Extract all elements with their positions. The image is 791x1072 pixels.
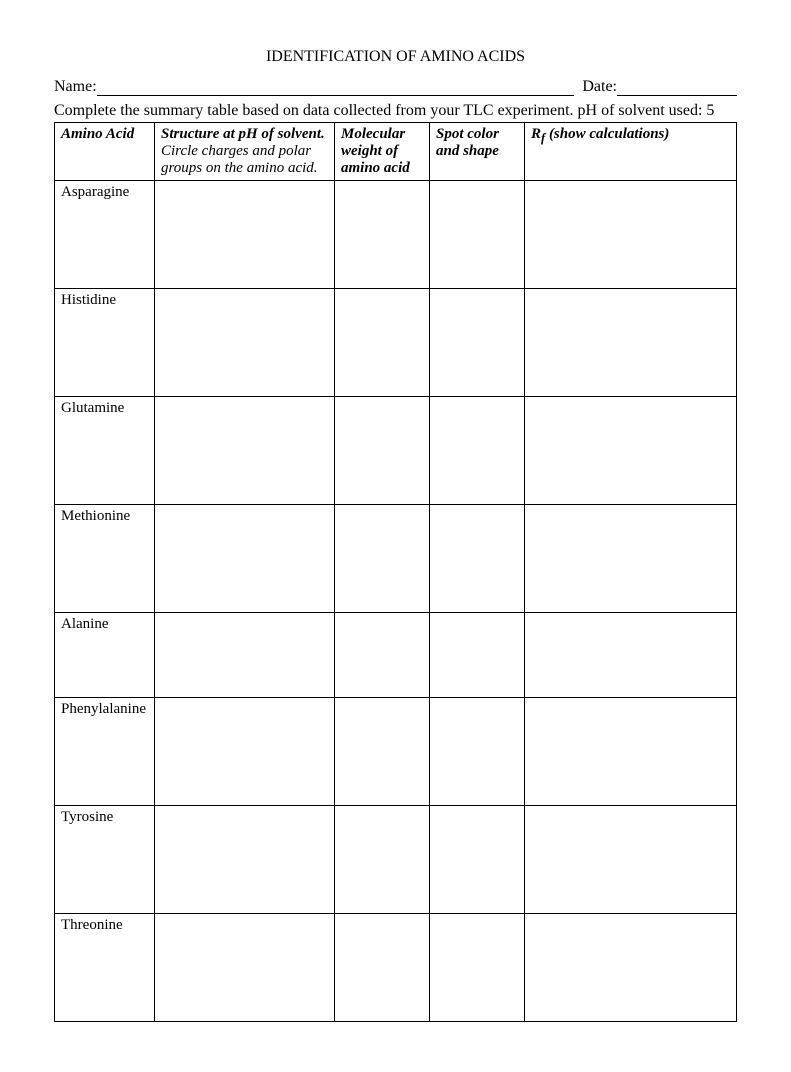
empty-cell[interactable] xyxy=(335,505,430,613)
empty-cell[interactable] xyxy=(430,397,525,505)
empty-cell[interactable] xyxy=(155,806,335,914)
empty-cell[interactable] xyxy=(430,698,525,806)
empty-cell[interactable] xyxy=(155,397,335,505)
table-row: Phenylalanine xyxy=(55,698,737,806)
date-label: Date: xyxy=(578,78,617,96)
empty-cell[interactable] xyxy=(525,806,737,914)
amino-acid-name-cell: Methionine xyxy=(55,505,155,613)
amino-acid-table: Amino Acid Structure at pH of solvent. C… xyxy=(54,122,737,1022)
table-row: Glutamine xyxy=(55,397,737,505)
table-row: Threonine xyxy=(55,914,737,1022)
empty-cell[interactable] xyxy=(430,289,525,397)
table-row: Tyrosine xyxy=(55,806,737,914)
amino-acid-name-cell: Threonine xyxy=(55,914,155,1022)
name-input-line[interactable] xyxy=(97,80,575,96)
table-row: Methionine xyxy=(55,505,737,613)
table-row: Histidine xyxy=(55,289,737,397)
empty-cell[interactable] xyxy=(335,181,430,289)
instruction-text: Complete the summary table based on data… xyxy=(54,102,737,120)
amino-acid-name-cell: Phenylalanine xyxy=(55,698,155,806)
empty-cell[interactable] xyxy=(155,914,335,1022)
table-row: Alanine xyxy=(55,613,737,698)
amino-acid-name-cell: Histidine xyxy=(55,289,155,397)
name-label: Name: xyxy=(54,78,97,96)
amino-acid-name-cell: Glutamine xyxy=(55,397,155,505)
empty-cell[interactable] xyxy=(525,914,737,1022)
date-input-line[interactable] xyxy=(617,80,737,96)
empty-cell[interactable] xyxy=(155,613,335,698)
empty-cell[interactable] xyxy=(525,505,737,613)
empty-cell[interactable] xyxy=(525,397,737,505)
empty-cell[interactable] xyxy=(335,806,430,914)
empty-cell[interactable] xyxy=(335,613,430,698)
header-molecular-weight: Molecular weight of amino acid xyxy=(335,123,430,181)
empty-cell[interactable] xyxy=(155,181,335,289)
header-structure: Structure at pH of solvent. Circle charg… xyxy=(155,123,335,181)
empty-cell[interactable] xyxy=(430,181,525,289)
amino-acid-name-cell: Alanine xyxy=(55,613,155,698)
empty-cell[interactable] xyxy=(525,181,737,289)
empty-cell[interactable] xyxy=(335,914,430,1022)
empty-cell[interactable] xyxy=(335,397,430,505)
page-title: IDENTIFICATION OF AMINO ACIDS xyxy=(54,48,737,66)
table-row: Asparagine xyxy=(55,181,737,289)
header-spot-color: Spot color and shape xyxy=(430,123,525,181)
empty-cell[interactable] xyxy=(335,289,430,397)
header-amino-acid: Amino Acid xyxy=(55,123,155,181)
header-rf: Rf (show calculations) xyxy=(525,123,737,181)
empty-cell[interactable] xyxy=(430,806,525,914)
worksheet-page: IDENTIFICATION OF AMINO ACIDS Name: Date… xyxy=(0,0,791,1072)
empty-cell[interactable] xyxy=(155,289,335,397)
empty-cell[interactable] xyxy=(430,914,525,1022)
amino-acid-name-cell: Tyrosine xyxy=(55,806,155,914)
empty-cell[interactable] xyxy=(335,698,430,806)
amino-acid-name-cell: Asparagine xyxy=(55,181,155,289)
empty-cell[interactable] xyxy=(430,613,525,698)
empty-cell[interactable] xyxy=(430,505,525,613)
empty-cell[interactable] xyxy=(155,698,335,806)
empty-cell[interactable] xyxy=(525,698,737,806)
table-header-row: Amino Acid Structure at pH of solvent. C… xyxy=(55,123,737,181)
name-date-row: Name: Date: xyxy=(54,78,737,96)
empty-cell[interactable] xyxy=(525,289,737,397)
empty-cell[interactable] xyxy=(155,505,335,613)
empty-cell[interactable] xyxy=(525,613,737,698)
